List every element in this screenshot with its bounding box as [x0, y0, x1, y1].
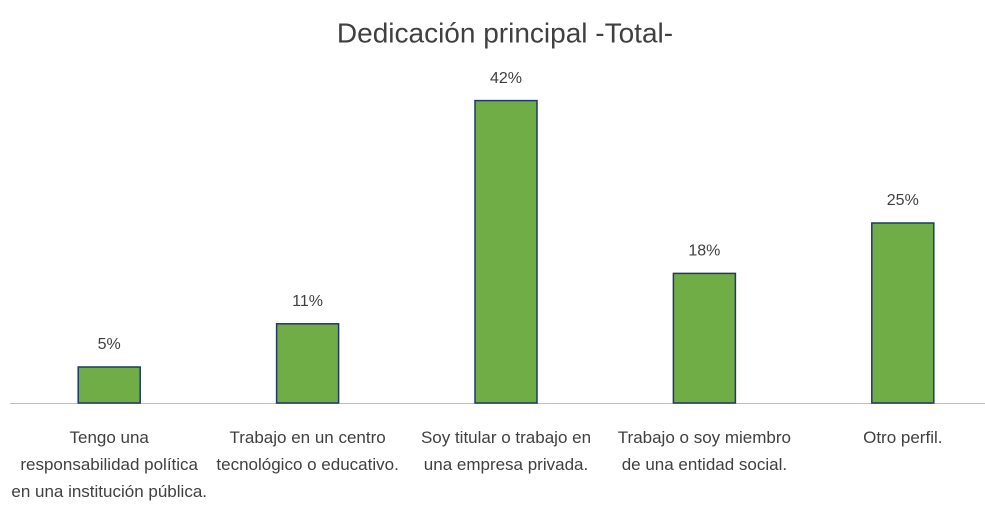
value-label: 18% [688, 243, 720, 260]
x-tick-label: Soy titular o trabajo en una empresa pri… [420, 428, 592, 474]
bar [275, 323, 340, 404]
bar [871, 222, 935, 404]
x-tick-label: Otro perfil. [863, 428, 943, 447]
value-label: 42% [490, 70, 522, 87]
x-tick-label: Tengo una responsabilidad política en un… [11, 428, 207, 501]
value-label: 5% [98, 336, 121, 353]
bar [672, 272, 737, 404]
value-label: 11% [292, 293, 323, 310]
value-label: 25% [887, 192, 919, 209]
chart-title: Dedicación principal -Total- [337, 17, 673, 48]
x-tick-label: Trabajo en un centro tecnológico o educa… [216, 428, 399, 474]
x-tick-label: Trabajo o soy miembro de una entidad soc… [617, 428, 791, 474]
bar [77, 366, 141, 404]
bar [474, 99, 538, 404]
